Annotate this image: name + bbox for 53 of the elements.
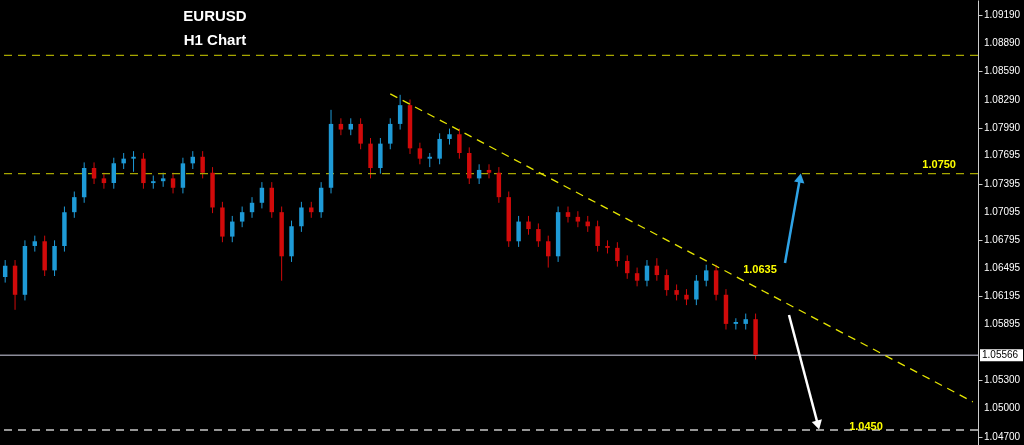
candlestick (170, 172, 176, 194)
candlestick (200, 150, 205, 179)
candlestick (694, 274, 699, 306)
ref-line-label: 1.0750 (922, 157, 956, 170)
candlestick (634, 267, 640, 287)
candlestick (733, 317, 739, 331)
candlestick (358, 117, 363, 150)
candlestick (388, 117, 393, 150)
y-tick-label: 1.07695 (984, 149, 1021, 161)
candlestick (595, 220, 600, 253)
annotation: 1.0635 (743, 263, 777, 275)
chart-title: EURUSD (183, 7, 247, 24)
candlestick (131, 150, 136, 173)
candlestick (575, 210, 581, 228)
candlestick (259, 181, 265, 209)
y-tick-label: 1.08890 (984, 37, 1021, 49)
candlestick (457, 128, 462, 160)
y-tick-label: 1.07395 (984, 177, 1021, 189)
annotation: 1.0450 (849, 420, 883, 432)
candlestick (615, 241, 620, 268)
candlestick (644, 259, 650, 287)
candlestick (230, 215, 235, 243)
candlestick (239, 206, 245, 228)
text: H1 Chart (183, 31, 247, 48)
candlestick (516, 215, 521, 248)
y-tick-label: 1.06195 (984, 290, 1021, 302)
candlestick (72, 191, 77, 219)
y-tick-label: 1.08590 (984, 65, 1021, 77)
ref-line-label: 1.05566 (982, 349, 1019, 361)
y-tick-label: 1.06795 (984, 233, 1021, 245)
candlestick (397, 94, 403, 131)
candlestick (704, 264, 709, 287)
candlestick (338, 117, 344, 136)
candlestick (101, 172, 107, 190)
y-tick-label: 1.09190 (984, 9, 1021, 21)
y-tick-label: 1.06495 (984, 262, 1021, 274)
candlestick (486, 163, 492, 179)
y-tick-label: 1.05300 (984, 374, 1021, 386)
candlestick (546, 235, 551, 269)
y-tick-label: 1.05895 (984, 318, 1021, 330)
candlestick (299, 201, 304, 233)
y-tick-label: 1.05000 (984, 402, 1021, 414)
y-tick-label: 1.07095 (984, 205, 1021, 217)
candlestick (536, 222, 541, 248)
candlestick (526, 215, 531, 236)
candlestick (417, 142, 423, 165)
candlestick (437, 132, 442, 165)
candlestick (111, 157, 117, 190)
y-tick-label: 1.04700 (984, 430, 1021, 442)
y-tick-label: 1.08290 (984, 93, 1021, 105)
candlestick (565, 206, 571, 223)
y-tick-label: 1.07990 (984, 121, 1021, 133)
candlestick (664, 268, 669, 297)
